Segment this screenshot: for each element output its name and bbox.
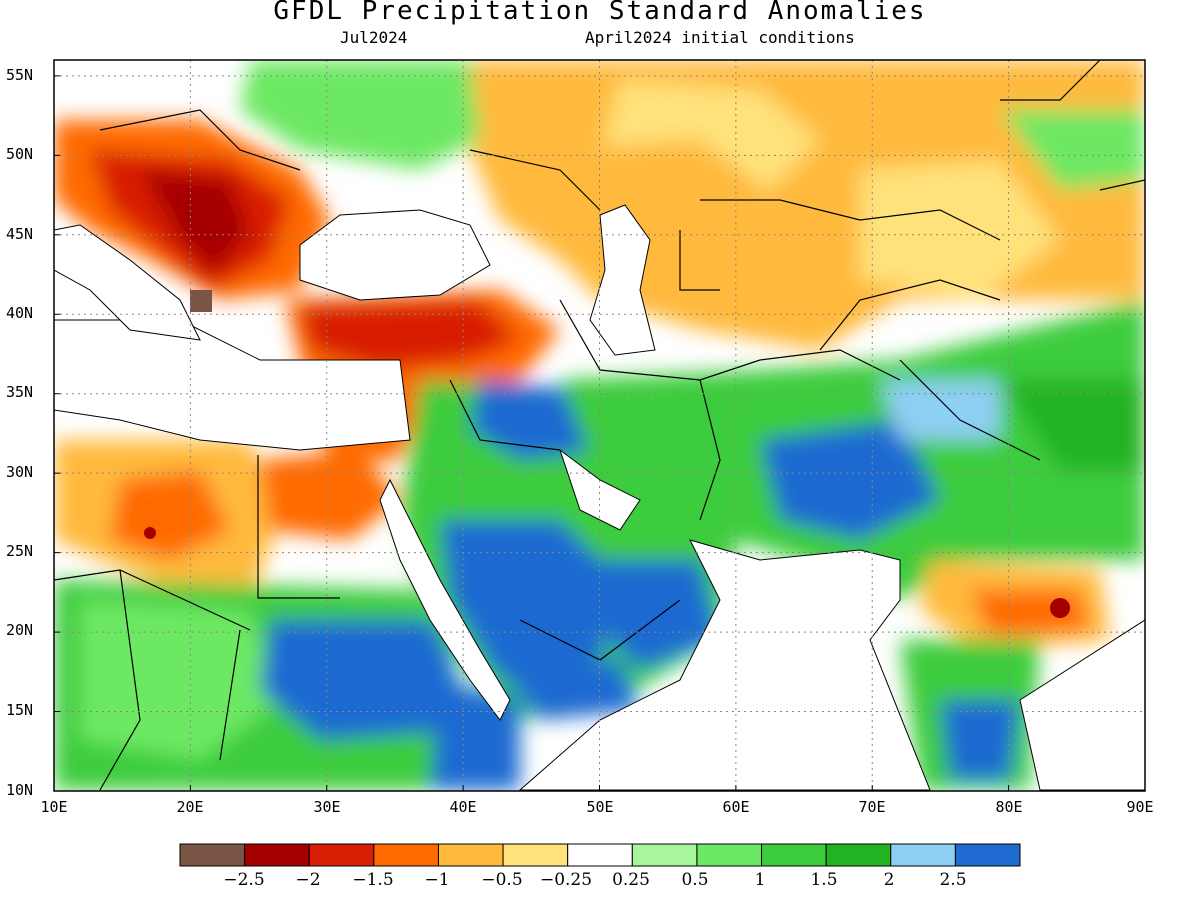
lat-tick-label: 20N [6,621,34,639]
axis-ticks [53,75,1146,792]
legend-label: −1 [424,870,450,890]
legend-label: 0.25 [612,870,650,890]
legend-swatch [373,843,439,867]
lon-tick-label: 10E [40,798,68,816]
lon-tick-label: 50E [586,798,614,816]
legend-label: 2 [883,870,895,890]
init-conditions-label: April2024 initial conditions [585,28,855,47]
legend-label: −2 [295,870,321,890]
legend-swatch [308,843,375,867]
legend-swatch [696,843,763,867]
legend-label: 0.5 [681,870,709,890]
anomaly-field [54,60,1145,791]
lat-tick-label: 35N [6,383,34,401]
legend-label: 2.5 [939,870,967,890]
legend-label: −0.25 [539,870,593,890]
lat-tick-label: 45N [6,225,34,243]
valid-month-label: Jul2024 [340,28,408,47]
legend-label: −2.5 [223,870,265,890]
lon-tick-label: 60E [722,798,750,816]
legend-swatch [954,843,1021,867]
lat-tick-label: 10N [6,781,34,799]
lat-tick-label: 30N [6,463,34,481]
legend-swatch [502,843,569,867]
lat-tick-label: 50N [6,145,34,163]
legend-label: −1.5 [352,870,394,890]
legend-swatch [244,843,310,867]
legend-label: 1 [754,870,766,890]
lat-tick-label: 40N [6,304,34,322]
legend-swatch [761,843,827,867]
legend-swatch [437,843,504,867]
color-legend [179,843,1021,867]
legend-swatch [567,843,633,867]
lon-tick-label: 90E [1126,798,1154,816]
lon-tick-label: 30E [313,798,341,816]
lon-tick-label: 40E [449,798,477,816]
legend-label: −0.5 [481,870,523,890]
lat-tick-label: 25N [6,542,34,560]
legend-swatch [890,843,956,867]
lat-tick-label: 15N [6,701,34,719]
lat-tick-label: 55N [6,66,34,84]
lon-tick-label: 70E [858,798,886,816]
legend-label: 1.5 [810,870,838,890]
lon-tick-label: 80E [995,798,1023,816]
legend-swatch [825,843,892,867]
map-title: GFDL Precipitation Standard Anomalies [273,0,927,26]
legend-swatch [179,843,246,867]
graticule [54,60,1145,791]
lon-tick-label: 20E [176,798,204,816]
legend-swatch [631,843,698,867]
